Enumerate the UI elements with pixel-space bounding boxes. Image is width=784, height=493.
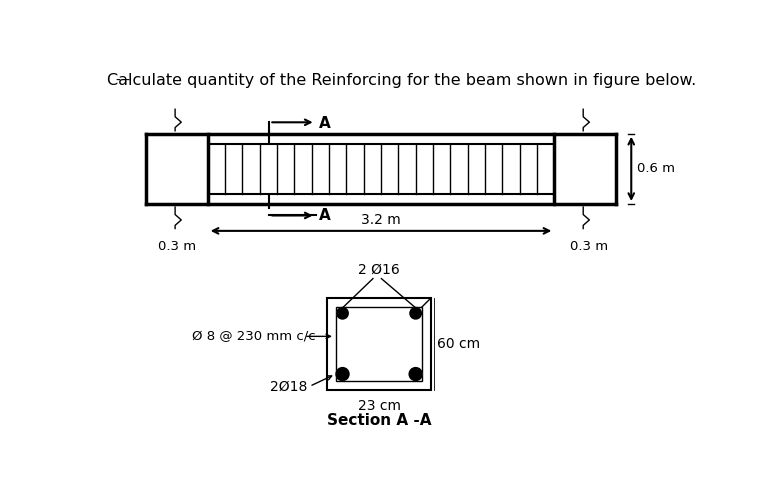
Text: 3.2 m: 3.2 m [361, 213, 401, 227]
Text: Ø 8 @ 230 mm c/c: Ø 8 @ 230 mm c/c [192, 330, 316, 343]
Bar [327, 298, 431, 390]
Circle shape [411, 309, 420, 318]
Text: A: A [319, 208, 331, 223]
Text: 60 cm: 60 cm [437, 337, 481, 351]
Text: 2 Ø16: 2 Ø16 [358, 262, 400, 276]
Circle shape [410, 308, 421, 318]
Bar [336, 307, 422, 381]
Text: 0.3 m: 0.3 m [570, 240, 608, 253]
Circle shape [338, 309, 347, 318]
Text: Section A -A: Section A -A [327, 413, 431, 428]
Text: 23 cm: 23 cm [358, 399, 401, 414]
Text: 0.6 m: 0.6 m [637, 162, 676, 176]
Circle shape [409, 368, 422, 380]
Text: A: A [319, 116, 331, 131]
Circle shape [337, 308, 348, 318]
Text: 2Ø18: 2Ø18 [270, 380, 308, 393]
Circle shape [337, 369, 348, 380]
Text: Calculate quantity of the Reinforcing for the beam shown in figure below.: Calculate quantity of the Reinforcing fo… [107, 73, 696, 88]
Text: 0.3 m: 0.3 m [158, 240, 196, 253]
Circle shape [336, 368, 349, 380]
Circle shape [410, 369, 421, 380]
Text: - -: - - [116, 73, 130, 87]
